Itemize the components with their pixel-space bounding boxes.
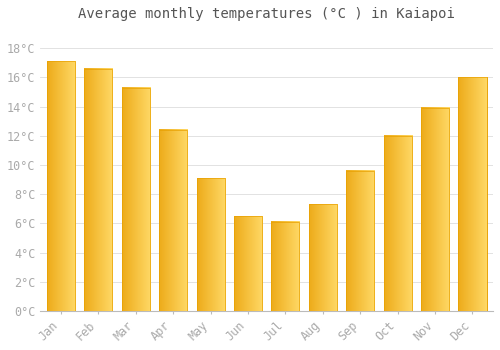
Bar: [159, 130, 187, 311]
Bar: [346, 171, 374, 311]
Bar: [122, 88, 150, 311]
Bar: [458, 77, 486, 311]
Bar: [309, 204, 337, 311]
Bar: [234, 216, 262, 311]
Bar: [384, 136, 411, 311]
Bar: [84, 69, 112, 311]
Bar: [47, 61, 75, 311]
Bar: [421, 108, 449, 311]
Bar: [196, 178, 224, 311]
Bar: [272, 222, 299, 311]
Title: Average monthly temperatures (°C ) in Kaiapoi: Average monthly temperatures (°C ) in Ka…: [78, 7, 455, 21]
